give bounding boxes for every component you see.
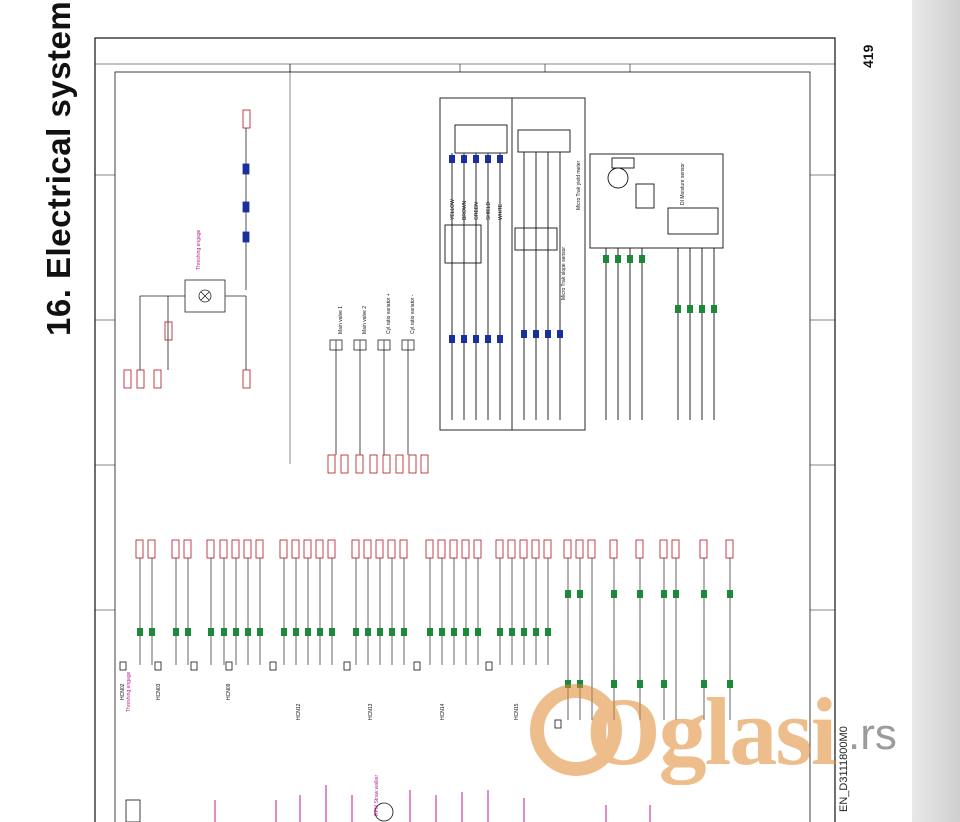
svg-text:Main valve 1: Main valve 1 bbox=[338, 306, 344, 334]
svg-text:GREEN: GREEN bbox=[474, 202, 480, 220]
threshing-engage-circuit bbox=[123, 109, 251, 389]
svg-text:HCN03: HCN03 bbox=[156, 683, 162, 700]
svg-text:RPM Straw walker: RPM Straw walker bbox=[374, 775, 380, 816]
moisture-sensor-box bbox=[589, 153, 724, 420]
outer-frame bbox=[94, 37, 836, 822]
svg-text:SHIELD: SHIELD bbox=[486, 202, 492, 220]
threshing-engage-label: Threshing engage bbox=[196, 229, 202, 270]
page-edge bbox=[912, 0, 960, 822]
inner-frame bbox=[114, 71, 811, 822]
svg-text:Threshing engage: Threshing engage bbox=[126, 671, 132, 712]
svg-text:HCN15: HCN15 bbox=[514, 703, 520, 720]
svg-text:HCN13: HCN13 bbox=[368, 703, 374, 720]
svg-text:HCN14: HCN14 bbox=[440, 703, 446, 720]
lower-connectors bbox=[135, 539, 734, 559]
svg-text:HCN12: HCN12 bbox=[296, 703, 302, 720]
svg-text:WHITE: WHITE bbox=[498, 203, 504, 220]
svg-text:DI Moisture sensor: DI Moisture sensor bbox=[680, 163, 686, 205]
svg-text:HCN02: HCN02 bbox=[120, 683, 126, 700]
svg-text:Cyl.ratio variator +: Cyl.ratio variator + bbox=[386, 293, 392, 334]
yield-meter-box bbox=[439, 97, 586, 431]
svg-text:Micro Trak slope sensor: Micro Trak slope sensor bbox=[561, 247, 567, 300]
svg-text:BROWN: BROWN bbox=[462, 200, 468, 220]
svg-text:Main valve 2: Main valve 2 bbox=[362, 306, 368, 334]
svg-text:Micro Trak yield meter: Micro Trak yield meter bbox=[576, 160, 582, 210]
svg-text:Cyl.ratio variator -: Cyl.ratio variator - bbox=[410, 294, 416, 334]
svg-text:YELLOW: YELLOW bbox=[450, 199, 456, 220]
svg-text:HCN09: HCN09 bbox=[226, 683, 232, 700]
valve-circuits bbox=[327, 339, 429, 474]
